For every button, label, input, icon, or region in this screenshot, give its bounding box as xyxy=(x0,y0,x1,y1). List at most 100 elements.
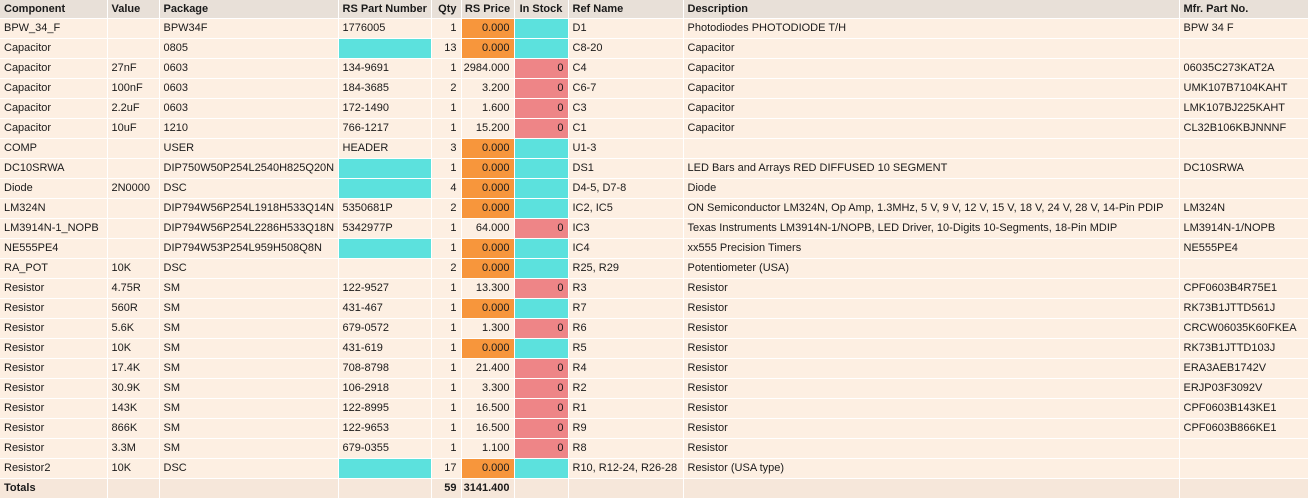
cell-rs-part-number[interactable]: 708-8798 xyxy=(338,358,432,379)
cell-description[interactable]: Resistor xyxy=(683,278,1180,299)
cell-ref-name[interactable]: R10, R12-24, R26-28 xyxy=(568,458,684,479)
cell-in-stock[interactable] xyxy=(514,138,569,159)
cell-rs-part-number[interactable]: 106-2918 xyxy=(338,378,432,399)
cell-value[interactable] xyxy=(107,138,160,159)
totals-empty-cell[interactable] xyxy=(568,478,684,499)
cell-package[interactable]: SM xyxy=(159,398,339,419)
column-header-package[interactable]: Package xyxy=(159,0,339,19)
cell-component[interactable]: Resistor xyxy=(0,338,108,359)
cell-description[interactable]: Capacitor xyxy=(683,78,1180,99)
cell-description[interactable]: ON Semiconductor LM324N, Op Amp, 1.3MHz,… xyxy=(683,198,1180,219)
cell-in-stock[interactable]: 0 xyxy=(514,98,569,119)
cell-ref-name[interactable]: C1 xyxy=(568,118,684,139)
cell-qty[interactable]: 1 xyxy=(431,158,462,179)
cell-component[interactable]: Resistor xyxy=(0,278,108,299)
cell-description[interactable]: Capacitor xyxy=(683,118,1180,139)
cell-value[interactable]: 866K xyxy=(107,418,160,439)
cell-rs-part-number[interactable] xyxy=(338,258,432,279)
cell-value[interactable]: 27nF xyxy=(107,58,160,79)
cell-qty[interactable]: 1 xyxy=(431,418,462,439)
cell-value[interactable]: 2N0000 xyxy=(107,178,160,199)
cell-component[interactable]: Capacitor xyxy=(0,118,108,139)
cell-in-stock[interactable]: 0 xyxy=(514,418,569,439)
cell-qty[interactable]: 1 xyxy=(431,438,462,459)
cell-rs-part-number[interactable]: 5350681P xyxy=(338,198,432,219)
cell-in-stock[interactable] xyxy=(514,458,569,479)
cell-in-stock[interactable] xyxy=(514,238,569,259)
column-header-qty[interactable]: Qty xyxy=(431,0,462,19)
cell-rs-price[interactable]: 0.000 xyxy=(461,298,515,319)
cell-rs-price[interactable]: 1.600 xyxy=(461,98,515,119)
cell-ref-name[interactable]: R2 xyxy=(568,378,684,399)
cell-rs-part-number[interactable]: 172-1490 xyxy=(338,98,432,119)
cell-in-stock[interactable]: 0 xyxy=(514,78,569,99)
cell-ref-name[interactable]: C8-20 xyxy=(568,38,684,59)
cell-value[interactable] xyxy=(107,198,160,219)
cell-component[interactable]: NE555PE4 xyxy=(0,238,108,259)
cell-rs-part-number[interactable]: 1776005 xyxy=(338,18,432,39)
cell-ref-name[interactable]: R8 xyxy=(568,438,684,459)
cell-rs-price[interactable]: 0.000 xyxy=(461,238,515,259)
cell-ref-name[interactable]: IC4 xyxy=(568,238,684,259)
cell-ref-name[interactable]: R1 xyxy=(568,398,684,419)
cell-component[interactable]: DC10SRWA xyxy=(0,158,108,179)
cell-package[interactable]: 0603 xyxy=(159,98,339,119)
cell-ref-name[interactable]: C4 xyxy=(568,58,684,79)
cell-package[interactable]: DIP794W56P254L1918H533Q14N xyxy=(159,198,339,219)
cell-value[interactable]: 143K xyxy=(107,398,160,419)
cell-qty[interactable]: 1 xyxy=(431,18,462,39)
cell-rs-part-number[interactable]: HEADER xyxy=(338,138,432,159)
cell-in-stock[interactable]: 0 xyxy=(514,398,569,419)
cell-package[interactable]: DIP794W56P254L2286H533Q18N xyxy=(159,218,339,239)
cell-qty[interactable]: 1 xyxy=(431,378,462,399)
cell-rs-price[interactable]: 15.200 xyxy=(461,118,515,139)
cell-rs-part-number[interactable]: 679-0572 xyxy=(338,318,432,339)
cell-package[interactable]: SM xyxy=(159,298,339,319)
cell-mfr-part-no[interactable]: ERJP03F3092V xyxy=(1179,378,1308,399)
cell-mfr-part-no[interactable]: LM324N xyxy=(1179,198,1308,219)
cell-ref-name[interactable]: R5 xyxy=(568,338,684,359)
cell-qty[interactable]: 2 xyxy=(431,258,462,279)
cell-ref-name[interactable]: IC3 xyxy=(568,218,684,239)
cell-package[interactable]: DSC xyxy=(159,258,339,279)
cell-mfr-part-no[interactable] xyxy=(1179,438,1308,459)
cell-mfr-part-no[interactable] xyxy=(1179,258,1308,279)
column-header-value[interactable]: Value xyxy=(107,0,160,19)
cell-mfr-part-no[interactable]: CPF0603B866KE1 xyxy=(1179,418,1308,439)
cell-qty[interactable]: 1 xyxy=(431,98,462,119)
cell-component[interactable]: Resistor xyxy=(0,378,108,399)
cell-mfr-part-no[interactable]: CPF0603B143KE1 xyxy=(1179,398,1308,419)
totals-empty-cell[interactable] xyxy=(1179,478,1308,499)
cell-mfr-part-no[interactable]: LMK107BJ225KAHT xyxy=(1179,98,1308,119)
cell-mfr-part-no[interactable]: DC10SRWA xyxy=(1179,158,1308,179)
cell-value[interactable]: 10uF xyxy=(107,118,160,139)
cell-qty[interactable]: 3 xyxy=(431,138,462,159)
cell-mfr-part-no[interactable]: BPW 34 F xyxy=(1179,18,1308,39)
cell-description[interactable]: Capacitor xyxy=(683,98,1180,119)
column-header-rs-part-number[interactable]: RS Part Number xyxy=(338,0,432,19)
cell-ref-name[interactable]: C3 xyxy=(568,98,684,119)
cell-rs-price[interactable]: 0.000 xyxy=(461,138,515,159)
cell-component[interactable]: COMP xyxy=(0,138,108,159)
cell-value[interactable]: 4.75R xyxy=(107,278,160,299)
cell-ref-name[interactable]: D4-5, D7-8 xyxy=(568,178,684,199)
cell-in-stock[interactable] xyxy=(514,18,569,39)
cell-qty[interactable]: 17 xyxy=(431,458,462,479)
cell-qty[interactable]: 1 xyxy=(431,218,462,239)
cell-in-stock[interactable] xyxy=(514,258,569,279)
cell-rs-price[interactable]: 21.400 xyxy=(461,358,515,379)
cell-value[interactable]: 2.2uF xyxy=(107,98,160,119)
cell-description[interactable] xyxy=(683,138,1180,159)
cell-in-stock[interactable]: 0 xyxy=(514,318,569,339)
cell-rs-price[interactable]: 1.100 xyxy=(461,438,515,459)
cell-package[interactable]: 0603 xyxy=(159,78,339,99)
cell-mfr-part-no[interactable] xyxy=(1179,178,1308,199)
cell-rs-price[interactable]: 0.000 xyxy=(461,198,515,219)
cell-description[interactable]: Resistor xyxy=(683,418,1180,439)
cell-description[interactable]: Potentiometer (USA) xyxy=(683,258,1180,279)
cell-qty[interactable]: 1 xyxy=(431,358,462,379)
cell-mfr-part-no[interactable]: LM3914N-1/NOPB xyxy=(1179,218,1308,239)
column-header-rs-price[interactable]: RS Price xyxy=(461,0,515,19)
cell-package[interactable]: DIP794W53P254L959H508Q8N xyxy=(159,238,339,259)
cell-mfr-part-no[interactable]: 06035C273KAT2A xyxy=(1179,58,1308,79)
